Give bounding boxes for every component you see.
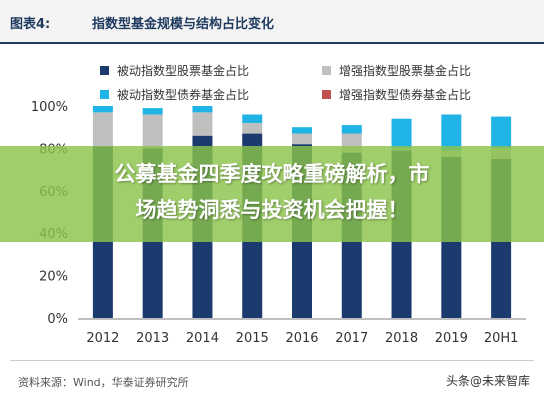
legend-item-passive-bond: 被动指数型债券基金占比 [100,86,249,103]
bar-segment-2012-series-2 [92,106,113,113]
bar-segment-2014-series-1 [192,112,213,136]
header-rule [0,42,544,44]
y-tick-label: 100% [31,100,68,115]
source-rule [10,360,534,361]
banner-line-2: 场趋势洞悉与投资机会把握！ [135,198,409,222]
x-tick-label: 2016 [285,331,318,346]
legend-label: 增强指数型股票基金占比 [339,64,472,78]
bar-segment-2019-series-2 [441,114,462,151]
x-tick-label: 2013 [136,331,169,346]
figure-title: 指数型基金规模与结构占比变化 [92,17,275,32]
bar-segment-2012-series-1 [92,112,113,147]
bar-segment-2018-series-2 [391,118,412,149]
legend-item-enhanced-equity: 增强指数型股票基金占比 [322,62,471,79]
bar-segment-20H1-series-2 [491,116,512,149]
x-tick-label: 2014 [186,331,219,346]
bar-segment-2013-series-2 [142,108,163,115]
banner-text: 公募基金四季度攻略重磅解析，市 场趋势洞悉与投资机会把握！ [16,156,528,228]
bar-segment-2015-series-2 [242,114,263,123]
legend-label: 增强指数型债券基金占比 [339,88,472,102]
figure-header: 图表4: 指数型基金规模与结构占比变化 [0,0,544,42]
x-tick-label: 20H1 [484,331,519,346]
banner-line-1: 公募基金四季度攻略重磅解析，市 [114,162,430,186]
legend-swatch [100,90,109,99]
x-tick-label: 2018 [385,331,418,346]
legend-swatch [100,66,109,75]
bar-segment-2014-series-2 [192,106,213,113]
bar-segment-2017-series-2 [341,125,362,134]
legend-item-passive-equity: 被动指数型股票基金占比 [100,62,249,79]
bar-segment-2016-series-2 [292,127,312,134]
watermark: 头条@未来智库 [445,374,530,388]
y-tick-label: 20% [39,270,68,285]
bar-segment-2016-series-1 [292,133,312,145]
chart-legend: 被动指数型股票基金占比 增强指数型股票基金占比 被动指数型债券基金占比 增强指数… [0,56,544,106]
x-tick-label: 2015 [236,331,269,346]
x-tick-label: 2012 [86,331,119,346]
source-note: 资料来源：Wind，华泰证券研究所 [18,376,189,389]
legend-swatch [322,66,331,75]
legend-item-enhanced-bond: 增强指数型债券基金占比 [322,86,471,103]
x-tick-label: 2019 [435,331,468,346]
legend-swatch [322,90,331,99]
x-tick-label: 2017 [335,331,368,346]
overlay-banner: 公募基金四季度攻略重磅解析，市 场趋势洞悉与投资机会把握！ [0,146,544,242]
bar-segment-2015-series-1 [242,122,263,134]
legend-label: 被动指数型股票基金占比 [117,64,250,78]
bar-segment-2013-series-1 [142,114,163,149]
legend-label: 被动指数型债券基金占比 [117,88,250,102]
y-tick-label: 0% [47,312,68,327]
figure-label: 图表4: [10,17,51,32]
